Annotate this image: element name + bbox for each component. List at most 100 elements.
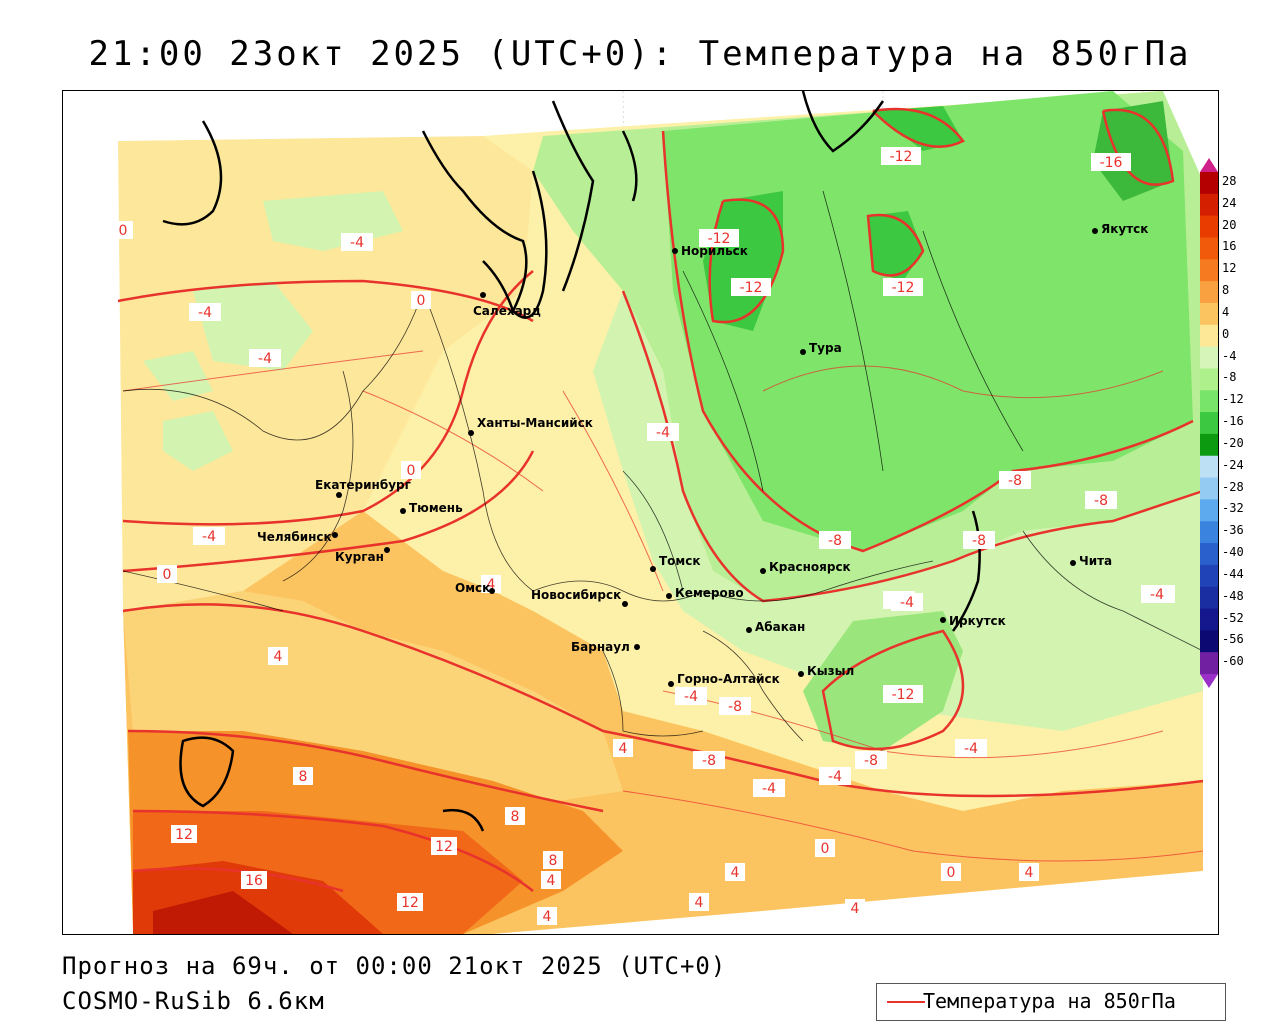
colorbar-tick-label: -36 — [1222, 523, 1244, 538]
svg-text:Чита: Чита — [1079, 554, 1112, 568]
colorbar-swatch — [1200, 302, 1218, 326]
contour-label: -12 — [883, 278, 923, 296]
contour-label: -4 — [675, 687, 707, 705]
contour-label: 0 — [815, 839, 835, 857]
svg-text:4: 4 — [851, 901, 860, 917]
colorbar-swatch — [1200, 346, 1218, 369]
colorbar — [1200, 158, 1218, 688]
contour-label: -4 — [189, 303, 221, 321]
svg-text:8: 8 — [549, 853, 558, 869]
legend-line-swatch — [887, 1001, 925, 1003]
contour-label: 4 — [1019, 863, 1039, 881]
svg-text:12: 12 — [175, 827, 193, 843]
colorbar-top-arrow — [1200, 158, 1218, 172]
colorbar-swatch — [1200, 521, 1218, 544]
model-name: COSMO-RuSib 6.6км — [62, 987, 325, 1015]
svg-text:Курган: Курган — [335, 550, 384, 564]
svg-text:-4: -4 — [1150, 587, 1164, 603]
colorbar-tick-label: -16 — [1222, 414, 1244, 429]
svg-text:-8: -8 — [1094, 493, 1108, 509]
colorbar-tick-label: -56 — [1222, 632, 1244, 647]
contour-label: -12 — [699, 229, 739, 247]
svg-text:Барнаул: Барнаул — [571, 640, 630, 654]
city-norilsk: Норильск — [672, 244, 748, 258]
colorbar-swatch — [1200, 455, 1218, 479]
colorbar-tick-label: -32 — [1222, 501, 1244, 516]
colorbar-swatch — [1200, 281, 1218, 304]
city-tura: Тура — [800, 341, 842, 355]
colorbar-swatch — [1200, 477, 1218, 500]
colorbar-tick-label: -24 — [1222, 457, 1244, 472]
contour-label: -12 — [881, 147, 921, 165]
contour-label: -4 — [955, 739, 987, 757]
svg-text:4: 4 — [274, 649, 283, 665]
svg-text:0: 0 — [417, 293, 426, 309]
svg-text:-8: -8 — [828, 533, 842, 549]
contour-label: -8 — [719, 697, 751, 715]
contour-label: -12 — [731, 278, 771, 296]
contour-labels: -12 -16 -12 -12 -12 -4 0 -4 -4 -4 0 -4 -… — [113, 147, 1175, 925]
contour-label: -12 — [883, 685, 923, 703]
svg-text:-12: -12 — [740, 280, 763, 296]
colorbar-tick-label: -44 — [1222, 566, 1244, 581]
svg-text:-8: -8 — [864, 753, 878, 769]
contour-label: 16 — [241, 871, 267, 889]
colorbar-tick-label: 4 — [1222, 304, 1230, 319]
contour-label: 4 — [845, 899, 865, 917]
contour-label: 4 — [689, 893, 709, 911]
colorbar-tick-label: -8 — [1222, 370, 1237, 385]
svg-text:Горно-Алтайск: Горно-Алтайск — [677, 672, 780, 686]
svg-text:0: 0 — [407, 463, 416, 479]
contour-label: 8 — [543, 851, 563, 869]
colorbar-tick-label: -12 — [1222, 392, 1244, 407]
city-abakan: Абакан — [746, 620, 805, 634]
contour-label: -8 — [819, 531, 851, 549]
colorbar-tick-label: -4 — [1222, 348, 1237, 363]
contour-label: 8 — [505, 807, 525, 825]
svg-text:4: 4 — [619, 741, 628, 757]
svg-text:-12: -12 — [708, 231, 731, 247]
svg-text:0: 0 — [119, 223, 128, 239]
colorbar-tick-label: 16 — [1222, 239, 1237, 254]
svg-text:-8: -8 — [972, 533, 986, 549]
svg-text:4: 4 — [543, 909, 552, 925]
cities: Норильск Якутск Салехард Тура Ханты-Манс… — [257, 222, 1148, 687]
contour-label: -4 — [891, 593, 923, 611]
colorbar-tick-label: -48 — [1222, 588, 1244, 603]
svg-text:4: 4 — [547, 873, 556, 889]
colorbar-tick-label: -40 — [1222, 545, 1244, 560]
city-kyzyl: Кызыл — [798, 664, 854, 678]
temperature-field — [118, 91, 1203, 934]
svg-text:Тюмень: Тюмень — [409, 501, 463, 515]
colorbar-swatch — [1200, 390, 1218, 413]
city-barnaul: Барнаул — [571, 640, 640, 654]
contour-label: -16 — [1091, 153, 1131, 171]
svg-text:8: 8 — [511, 809, 520, 825]
svg-text:Иркутск: Иркутск — [949, 614, 1006, 628]
svg-text:-8: -8 — [702, 753, 716, 769]
contour-label: 4 — [613, 739, 633, 757]
outside-domain — [63, 91, 1218, 934]
svg-text:-8: -8 — [1008, 473, 1022, 489]
colorbar-tick-label: 8 — [1222, 283, 1230, 298]
contour-label: 4 — [725, 863, 745, 881]
svg-text:4: 4 — [731, 865, 740, 881]
colorbar-swatch — [1200, 652, 1218, 675]
contour-label: 12 — [431, 837, 457, 855]
svg-text:-12: -12 — [890, 149, 913, 165]
svg-text:-4: -4 — [828, 769, 842, 785]
svg-text:-4: -4 — [656, 425, 670, 441]
svg-text:-4: -4 — [350, 235, 364, 251]
svg-text:Ханты-Мансийск: Ханты-Мансийск — [477, 416, 593, 430]
city-krasnoyarsk: Красноярск — [760, 560, 851, 574]
svg-text:-12: -12 — [892, 687, 915, 703]
colorbar-swatch — [1200, 564, 1218, 588]
colorbar-swatch — [1200, 368, 1218, 391]
contour-label: -4 — [753, 779, 785, 797]
admin-borders — [122, 190, 1204, 742]
svg-text:4: 4 — [695, 895, 704, 911]
colorbar-tick-label: -20 — [1222, 435, 1244, 450]
svg-text:-8: -8 — [728, 699, 742, 715]
contour-label: 8 — [293, 767, 313, 785]
colorbar-swatch — [1200, 543, 1218, 566]
